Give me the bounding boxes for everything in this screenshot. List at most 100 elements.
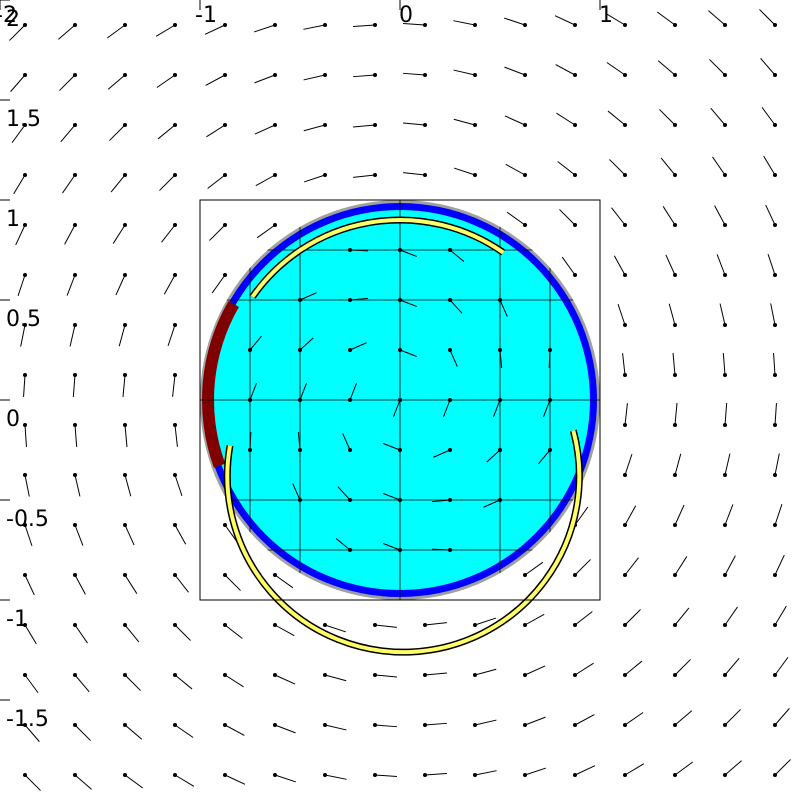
field-arrow: [657, 60, 677, 77]
field-arrow: [23, 773, 41, 791]
interior-arrow: [548, 348, 552, 369]
field-arrow: [206, 123, 227, 138]
field-arrow: [353, 173, 377, 178]
field-arrow: [773, 759, 791, 777]
field-arrow: [673, 504, 685, 527]
field-arrow: [223, 723, 245, 736]
interior-arrow: [248, 383, 257, 402]
field-arrow: [606, 62, 627, 77]
interface-curve: [223, 429, 583, 656]
field-arrow: [353, 23, 377, 27]
field-arrow: [73, 673, 90, 693]
interior-arrow: [483, 498, 502, 508]
field-arrow: [403, 72, 427, 77]
interior-arrow: [431, 548, 452, 552]
field-arrow: [69, 323, 77, 347]
field-arrow: [167, 323, 177, 347]
field-arrow: [211, 273, 227, 294]
field-arrow: [73, 773, 92, 790]
field-arrow: [157, 123, 177, 140]
field-arrow: [561, 256, 577, 277]
interior-arrow: [298, 337, 314, 352]
field-arrow: [73, 623, 88, 644]
interior-arrow: [348, 297, 368, 302]
field-arrow: [15, 223, 27, 246]
interior-arrow: [433, 448, 452, 458]
field-arrow: [573, 611, 593, 627]
field-arrow: [73, 423, 78, 447]
field-arrow: [107, 73, 127, 90]
field-arrow: [714, 205, 727, 227]
field-arrow: [623, 557, 639, 577]
field-arrow: [723, 760, 742, 777]
interior-arrow: [342, 433, 352, 452]
field-arrow: [673, 710, 693, 727]
field-arrow: [173, 573, 189, 593]
field-arrow: [556, 112, 577, 127]
field-arrow: [573, 714, 595, 727]
field-arrow: [723, 657, 740, 677]
field-arrow: [273, 623, 295, 637]
field-arrow: [623, 712, 644, 727]
interior-arrow: [443, 398, 452, 417]
field-arrow: [611, 207, 627, 227]
interior-arrow: [383, 493, 402, 502]
field-arrow: [66, 273, 77, 296]
field-arrow: [473, 617, 497, 627]
field-arrow: [72, 373, 77, 397]
field-arrow: [423, 773, 447, 777]
field-arrow: [453, 118, 477, 127]
field-arrow: [673, 607, 690, 627]
field-arrow: [373, 773, 397, 777]
field-arrow: [122, 373, 127, 397]
field-arrow: [173, 423, 178, 447]
interior-arrow: [348, 342, 367, 352]
field-arrow: [123, 773, 144, 789]
field-arrow: [770, 303, 777, 327]
field-arrow: [373, 723, 397, 728]
field-arrow: [453, 167, 477, 177]
interior-arrow: [393, 398, 402, 417]
field-arrow: [254, 123, 277, 135]
x-tick-label: 0: [399, 3, 413, 28]
field-arrow: [106, 23, 127, 39]
field-arrow: [722, 353, 727, 377]
field-arrow: [613, 255, 627, 277]
field-arrow: [23, 423, 27, 447]
field-arrow: [58, 23, 77, 40]
field-arrow: [559, 209, 577, 227]
field-arrow: [123, 473, 132, 497]
field-arrow: [523, 716, 546, 727]
field-arrow: [773, 605, 787, 627]
field-arrow: [662, 206, 677, 227]
interior-arrow: [335, 538, 352, 552]
field-arrow: [13, 173, 27, 195]
field-arrow: [617, 303, 627, 327]
field-arrow: [353, 123, 377, 128]
field-arrow: [773, 403, 777, 427]
field-arrow: [773, 554, 785, 577]
field-arrow: [573, 765, 596, 777]
field-arrow: [773, 503, 783, 527]
field-arrow: [223, 573, 241, 591]
field-arrow: [223, 623, 243, 639]
field-arrow: [623, 505, 637, 527]
interior-arrow: [292, 483, 302, 502]
field-arrow: [609, 159, 627, 177]
interior-arrow: [298, 292, 317, 302]
field-arrow: [710, 107, 727, 127]
interior-arrows: [248, 248, 552, 552]
left-band: [201, 301, 239, 468]
y-tick-label: 0.5: [6, 307, 41, 332]
field-arrow: [672, 353, 677, 377]
field-arrow: [172, 373, 177, 397]
field-arrow: [115, 273, 127, 296]
field-arrow: [523, 767, 547, 777]
field-arrow: [763, 155, 777, 177]
field-arrow: [123, 573, 138, 594]
y-tick-label: 1: [6, 207, 20, 232]
interior-arrow: [498, 348, 503, 368]
field-arrow: [173, 623, 191, 641]
field-arrow: [665, 254, 677, 277]
